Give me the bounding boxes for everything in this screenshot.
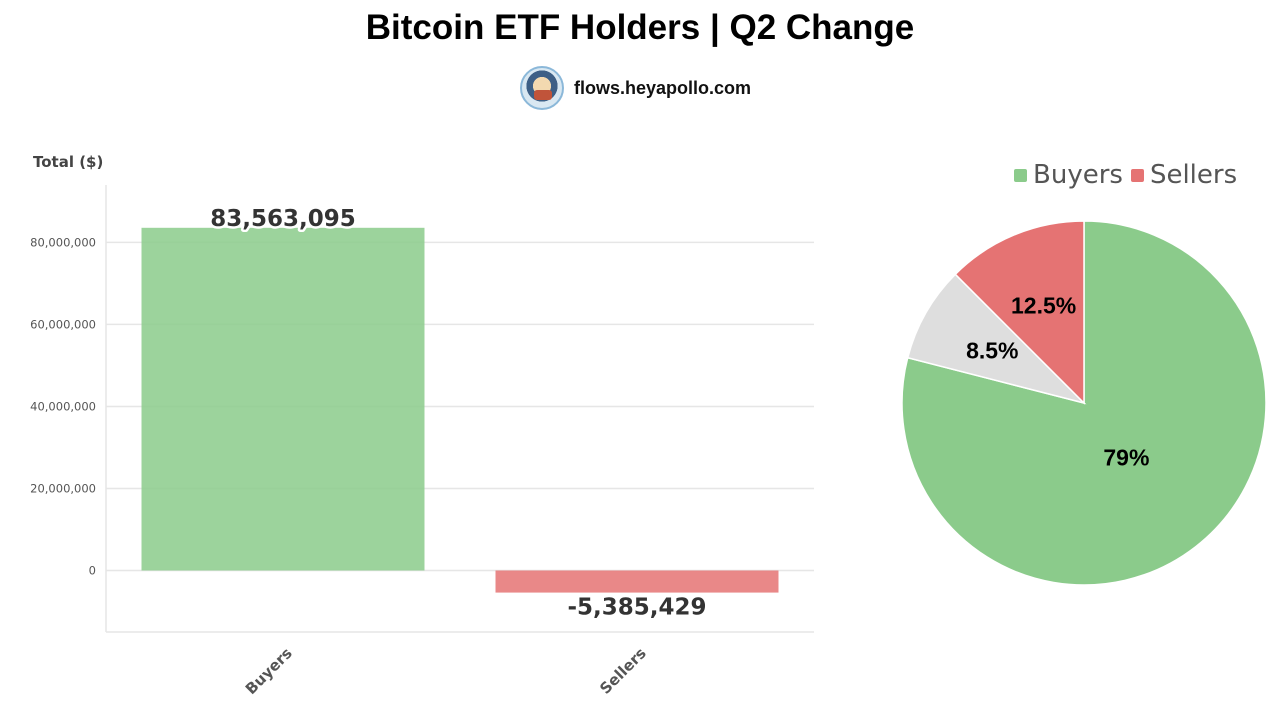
pie-slice — [906, 273, 1087, 405]
pie-slice-label: 12.5% — [1011, 292, 1076, 318]
source-url: flows.heyapollo.com — [574, 77, 752, 98]
legend-swatch-buyers — [1014, 168, 1027, 182]
pie-slice — [954, 220, 1085, 405]
apollo-avatar-icon — [520, 66, 564, 110]
pie-slice — [901, 220, 1267, 586]
chart-title: Bitcoin ETF Holders | Q2 Change — [365, 8, 915, 47]
pie-slice-label: 79% — [1103, 445, 1149, 471]
x-tick-label: Sellers — [596, 644, 650, 698]
y-tick-label: 20,000,000 — [30, 481, 96, 495]
bar-buyers — [141, 227, 425, 571]
pie-legend: Buyers Sellers — [1014, 160, 1245, 190]
legend-label-buyers: Buyers — [1033, 160, 1123, 190]
legend-label-sellers: Sellers — [1149, 160, 1238, 190]
x-tick-label: Buyers — [242, 644, 296, 698]
source-attribution[interactable]: flows.heyapollo.com — [520, 64, 751, 112]
y-tick-label: 40,000,000 — [30, 399, 96, 413]
bar-value-label: 83,563,095 — [210, 206, 356, 232]
pie-slice-label: 8.5% — [966, 338, 1018, 364]
y-tick-label: 80,000,000 — [30, 235, 96, 249]
bar-value-label: -5,385,429 — [567, 595, 706, 621]
legend-item-buyers[interactable]: Buyers — [1014, 160, 1123, 190]
y-axis-label: Total ($) — [33, 153, 103, 171]
legend-swatch-sellers — [1130, 168, 1144, 182]
legend-item-sellers[interactable]: Sellers — [1130, 160, 1238, 190]
y-tick-label: 0 — [89, 563, 96, 577]
y-tick-label: 60,000,000 — [30, 317, 96, 331]
bar-sellers — [495, 570, 779, 593]
